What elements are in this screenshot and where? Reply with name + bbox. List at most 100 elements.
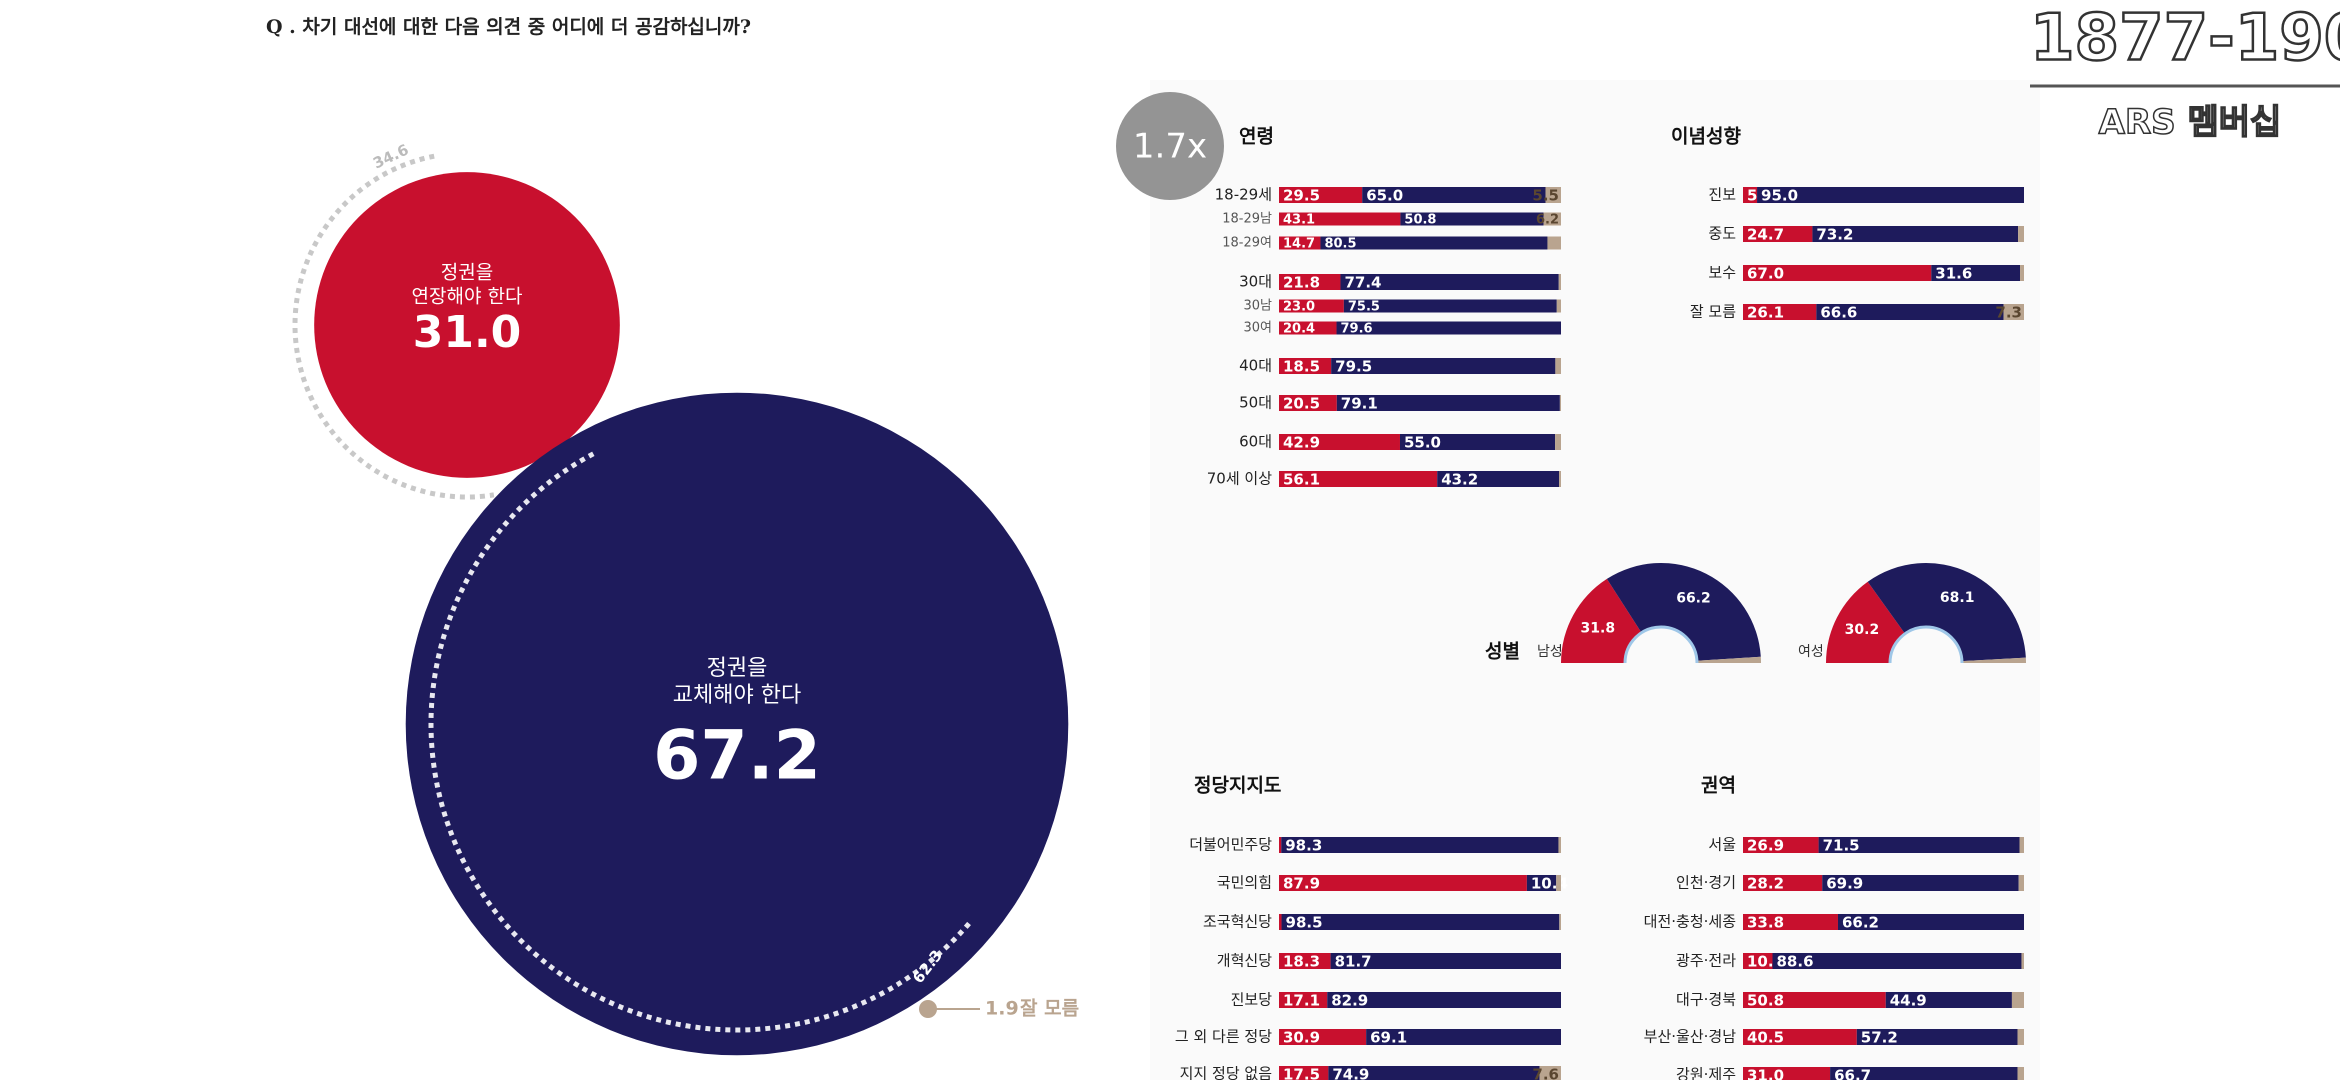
category-label: 진보: [1708, 186, 1736, 204]
category-label: 더불어민주당: [1189, 836, 1272, 854]
category-label: 40대: [1239, 357, 1272, 375]
speed-label: 1.7x: [1133, 127, 1207, 167]
bar-segment: [2003, 304, 2024, 320]
category-label: 서울: [1708, 836, 1736, 854]
bar-segment: [1558, 837, 1561, 853]
bar-value: 40.5: [1747, 1029, 1784, 1047]
category-label: 여성: [1798, 644, 1824, 660]
bar-segment: [1331, 358, 1556, 374]
bar-segment: [1545, 187, 1561, 203]
bar-segment: [1558, 274, 1561, 290]
bar-value: 80.5: [1324, 237, 1356, 252]
bar-segment: [1400, 212, 1544, 226]
bar-segment: [1279, 358, 1332, 374]
panel-title: 정당지지도: [1194, 775, 1281, 797]
bar-segment: [1279, 875, 1527, 891]
category-label: 개혁신당: [1217, 952, 1272, 970]
bar-value: 31.6: [1935, 265, 1972, 283]
bar-segment: [2017, 1029, 2024, 1045]
category-label: 대전·충청·세종: [1644, 913, 1736, 931]
bar-value: 88.6: [1777, 953, 1814, 971]
bubble-name: 연장해야 한다: [412, 286, 523, 308]
bar-segment: [1399, 434, 1556, 450]
category-label: 부산·울산·경남: [1644, 1028, 1737, 1046]
bubble: [405, 392, 1069, 1056]
bar-value: 5.5: [1532, 187, 1559, 205]
bar-value: 77.4: [1344, 274, 1381, 292]
bar-value: 67.0: [1747, 265, 1784, 283]
bar-segment: [1526, 875, 1557, 891]
bar-segment: [1279, 395, 1337, 411]
bar-segment: [1556, 875, 1561, 891]
bar-segment: [1547, 236, 1561, 250]
bar-segment: [1279, 321, 1337, 335]
other-dot: [919, 1000, 937, 1018]
bar-segment: [1279, 434, 1400, 450]
bar-value: 30.9: [1283, 1029, 1320, 1047]
category-label: 강원·제주: [1676, 1066, 1736, 1080]
donut-segment: [1826, 581, 1906, 663]
dotted-arc: [292, 153, 495, 500]
donut-segment: [1696, 656, 1761, 663]
bar-segment: [1279, 274, 1341, 290]
bar-segment: [1559, 395, 1561, 411]
donut-segment: [1561, 578, 1642, 663]
bar-segment: [1279, 1029, 1367, 1045]
bar-segment: [1362, 187, 1546, 203]
bar-value: 24.7: [1747, 226, 1784, 244]
bar-segment: [1281, 914, 1560, 930]
bar-value: 20.5: [1283, 395, 1320, 413]
donut-value: 30.2: [1845, 622, 1880, 638]
donut-inner-ring: [1888, 625, 1964, 664]
bar-value: 55.0: [1404, 434, 1441, 452]
bar-value: 95.0: [1761, 187, 1798, 205]
bar-value: 6.2: [1536, 213, 1559, 228]
bar-segment: [1743, 187, 1758, 203]
bar-value: 98.3: [1285, 837, 1322, 855]
bar-value: 14.7: [1283, 237, 1315, 252]
bar-value: 17.5: [1283, 1066, 1320, 1080]
bar-segment: [1279, 236, 1321, 250]
bar-value: 44.9: [1890, 992, 1927, 1010]
bar-value: 87.9: [1283, 875, 1320, 893]
bar-value: 21.8: [1283, 274, 1320, 292]
category-label: 30여: [1243, 321, 1272, 336]
bar-segment: [1330, 953, 1561, 969]
bar-segment: [1757, 187, 2024, 203]
bar-value: 75.5: [1348, 300, 1380, 315]
bar-value: 23.0: [1283, 300, 1315, 315]
bar-segment: [1931, 265, 2021, 281]
bar-segment: [2018, 875, 2024, 891]
panel-title: 이념성향: [1671, 126, 1741, 148]
donut-segment: [1606, 562, 1761, 661]
bar-segment: [1336, 321, 1561, 335]
category-label: 조국혁신당: [1203, 913, 1272, 931]
bar-segment: [1327, 992, 1561, 1008]
bar-segment: [1556, 299, 1561, 313]
bar-segment: [1743, 992, 1886, 1008]
bar-value: 56.1: [1283, 471, 1320, 489]
bar-segment: [1539, 1066, 1561, 1080]
donut-value: 31.8: [1581, 621, 1616, 637]
category-label: 그 외 다른 정당: [1175, 1028, 1272, 1046]
panel-title: 성별: [1485, 641, 1520, 663]
category-label: 잘 모름: [1690, 303, 1736, 321]
bar-segment: [1279, 471, 1438, 487]
category-label: 18-29여: [1222, 236, 1272, 251]
category-label: 국민의힘: [1217, 874, 1272, 892]
bar-segment: [1279, 299, 1344, 313]
category-label: 중도: [1708, 225, 1736, 243]
bar-segment: [1743, 1067, 1831, 1080]
bubble-value: 31.0: [413, 307, 522, 358]
bubble-name: 정권을: [441, 262, 493, 284]
donut-value: 66.2: [1676, 591, 1711, 607]
category-label: 60대: [1239, 433, 1272, 451]
bar-value: 18.5: [1283, 358, 1320, 376]
bar-value: 71.5: [1823, 837, 1860, 855]
donut-inner-ring: [1623, 625, 1699, 664]
bar-segment: [1743, 226, 1813, 242]
bar-value: 79.5: [1335, 358, 1372, 376]
bubble: [314, 172, 620, 478]
bar-value: 29.5: [1283, 187, 1320, 205]
donut-value: 68.1: [1940, 590, 1975, 606]
